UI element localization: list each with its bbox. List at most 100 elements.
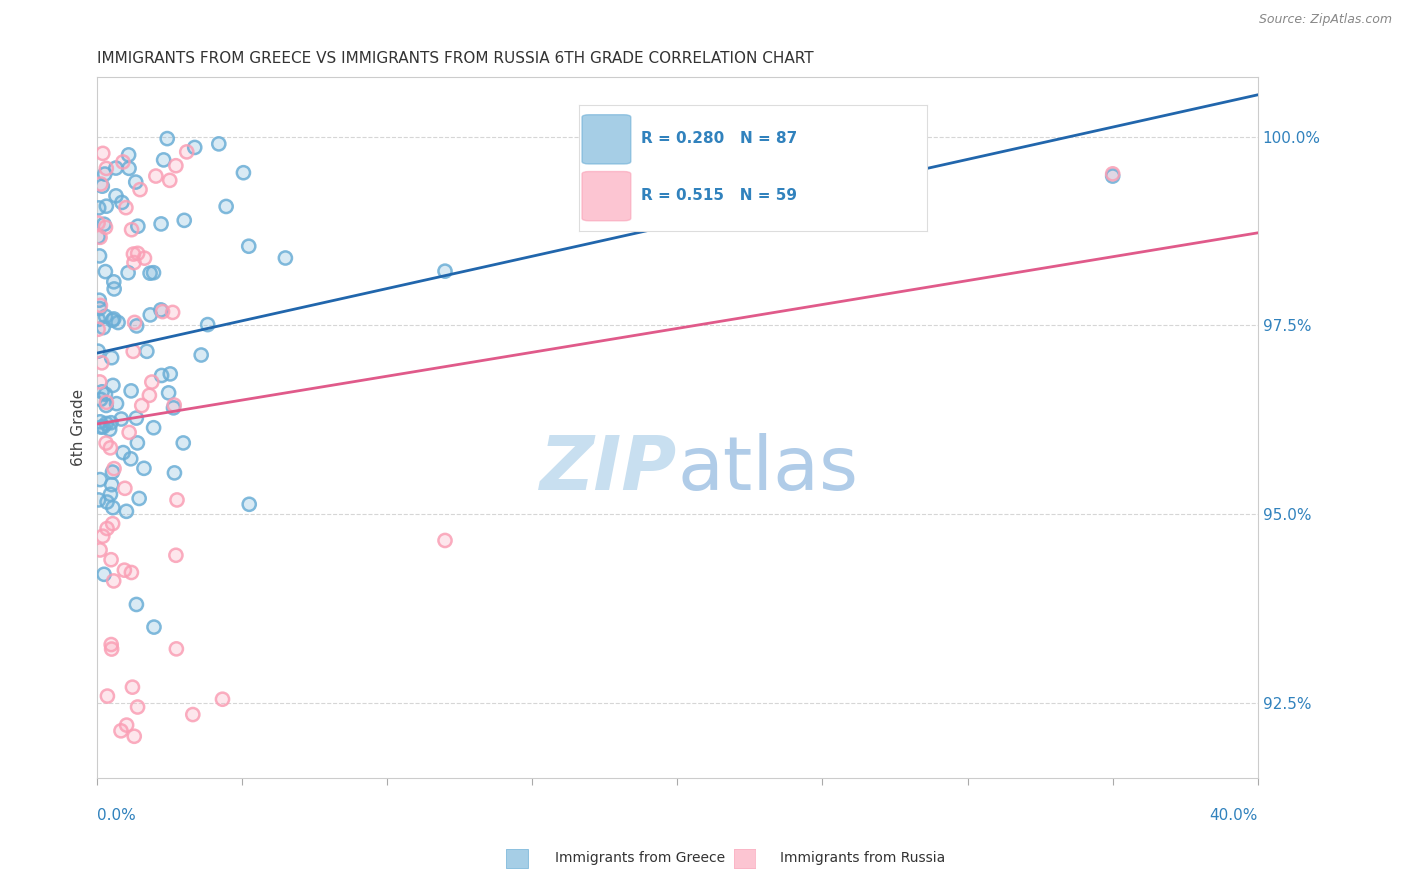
Point (100, 552, 122, 566)
Point (181, 707, 204, 722)
Point (127, 246, 149, 260)
Point (103, 312, 125, 326)
Point (89, 375, 111, 389)
FancyBboxPatch shape (734, 849, 756, 869)
Point (89, 301, 111, 316)
Text: Source: ZipAtlas.com: Source: ZipAtlas.com (1258, 13, 1392, 27)
Point (138, 388, 160, 402)
Point (96, 417, 118, 431)
Point (101, 313, 124, 327)
Point (93, 217, 115, 231)
Point (96, 689, 118, 703)
Point (103, 312, 125, 326)
Point (93, 567, 115, 582)
Point (149, 302, 172, 317)
Point (90, 177, 112, 191)
Point (117, 148, 139, 162)
Point (100, 477, 122, 491)
Point (94, 310, 117, 324)
Point (96, 495, 118, 509)
Point (141, 375, 163, 389)
Point (122, 247, 145, 261)
Point (103, 282, 125, 296)
Point (162, 401, 184, 415)
Point (89, 230, 111, 244)
Point (111, 155, 134, 169)
Point (91, 179, 114, 194)
Point (101, 313, 124, 327)
Point (94, 264, 117, 278)
Point (165, 641, 187, 656)
Point (162, 305, 184, 319)
Point (125, 598, 148, 612)
Point (434, 264, 457, 278)
Point (125, 175, 148, 189)
Point (176, 145, 198, 159)
Point (1101, 169, 1123, 183)
Point (110, 412, 132, 426)
Point (96, 395, 118, 409)
Point (122, 729, 145, 743)
Point (165, 549, 187, 563)
Point (120, 566, 142, 580)
Point (232, 166, 254, 180)
Point (150, 217, 173, 231)
Point (134, 251, 156, 265)
Point (93, 217, 115, 231)
Point (208, 136, 231, 151)
Point (89, 473, 111, 487)
Point (166, 492, 188, 507)
Point (208, 136, 231, 151)
Point (131, 399, 153, 413)
Point (89, 298, 111, 312)
Point (127, 219, 149, 234)
Point (127, 219, 149, 234)
Point (91, 320, 114, 334)
Point (150, 368, 173, 383)
Point (91, 179, 114, 194)
Point (434, 533, 457, 548)
Point (94, 387, 117, 401)
Point (94, 167, 117, 181)
Point (87, 312, 110, 326)
Point (122, 729, 145, 743)
Point (104, 189, 127, 203)
Point (94, 310, 117, 324)
Point (127, 436, 149, 450)
Point (274, 251, 297, 265)
Text: Immigrants from Russia: Immigrants from Russia (780, 851, 946, 865)
Point (112, 563, 135, 577)
Point (197, 318, 219, 332)
Point (134, 251, 156, 265)
Point (142, 420, 165, 434)
Point (165, 641, 187, 656)
Point (1101, 167, 1123, 181)
Point (150, 368, 173, 383)
Point (138, 388, 160, 402)
Point (96, 522, 118, 536)
Text: 0.0%: 0.0% (97, 808, 135, 823)
Point (125, 318, 148, 333)
Point (141, 375, 163, 389)
Point (91, 320, 114, 334)
Point (121, 680, 143, 694)
Point (122, 344, 145, 359)
Point (143, 620, 166, 634)
Point (94, 167, 117, 181)
Point (101, 378, 124, 392)
Point (101, 500, 124, 515)
Point (124, 315, 146, 329)
Point (96, 199, 118, 213)
Point (87, 492, 110, 507)
Point (89, 249, 111, 263)
Point (89, 293, 111, 308)
Point (127, 246, 149, 260)
Point (139, 308, 162, 322)
Point (165, 159, 187, 173)
Point (103, 282, 125, 296)
Point (135, 344, 157, 359)
Point (89, 415, 111, 429)
Point (96, 399, 118, 413)
FancyBboxPatch shape (506, 849, 529, 869)
Point (94, 220, 117, 235)
